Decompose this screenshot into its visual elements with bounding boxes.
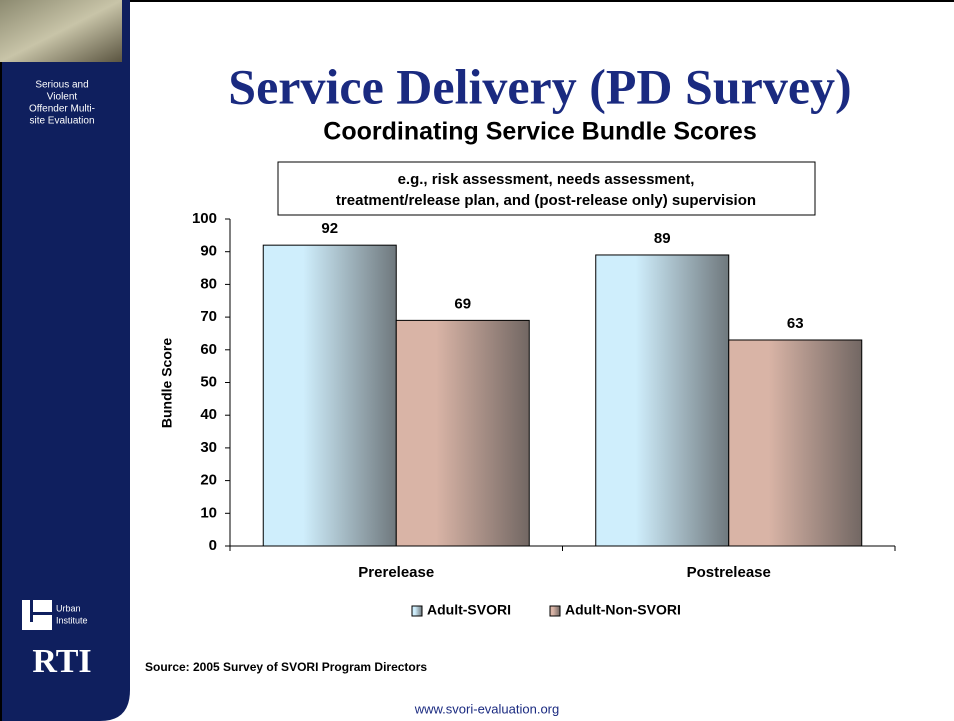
legend-label: Adult-Non-SVORI [565,602,681,618]
data-label: 63 [787,315,804,332]
annotation-box [277,161,816,216]
legend-swatch [549,605,561,617]
y-tick-label: 100 [192,210,217,227]
y-tick-label: 0 [209,537,217,554]
source: Source: 2005 Survey of SVORI Program Dir… [145,660,427,674]
footer: www.svori-evaluation.org [414,701,560,716]
sidebar-text: Offender Multi- [29,104,95,115]
y-tick-label: 40 [200,406,217,423]
bar [262,244,397,547]
y-tick-label: 50 [200,373,217,390]
sidebar-photo [0,0,122,62]
y-tick-label: 10 [200,504,217,521]
legend-label: Adult-SVORI [427,602,511,618]
y-tick-label: 20 [200,472,217,489]
y-tick-label: 80 [200,275,217,292]
rti-logo: RTI [32,643,91,680]
bar [395,319,530,547]
legend-swatch [411,605,423,617]
sidebar-text: site Evaluation [29,116,94,127]
x-tick-label: Postrelease [687,564,771,581]
logo-text: Institute [56,615,88,625]
data-label: 92 [321,220,338,237]
bar [728,339,863,547]
slide-title: Service Delivery (PD Survey) [228,58,851,114]
sidebar-text: Violent [47,92,78,103]
sidebar [0,0,130,721]
chart-title: Coordinating Service Bundle Scores [323,118,756,146]
annotation: e.g., risk assessment, needs assessment, [398,171,695,188]
y-tick-label: 60 [200,341,217,358]
bar [595,254,730,547]
data-label: 89 [654,230,671,247]
x-tick-label: Prerelease [358,564,434,581]
y-tick-label: 30 [200,439,217,456]
annotation: treatment/release plan, and (post-releas… [336,192,756,209]
urban-logo: Urban Institute [22,600,88,630]
y-tick-label: 70 [200,308,217,325]
y-axis-label: Bundle Score [159,338,175,428]
logo-text: Urban [56,603,81,613]
data-label: 69 [454,295,471,312]
sidebar-text: Serious and [35,80,88,91]
y-tick-label: 90 [200,243,217,260]
